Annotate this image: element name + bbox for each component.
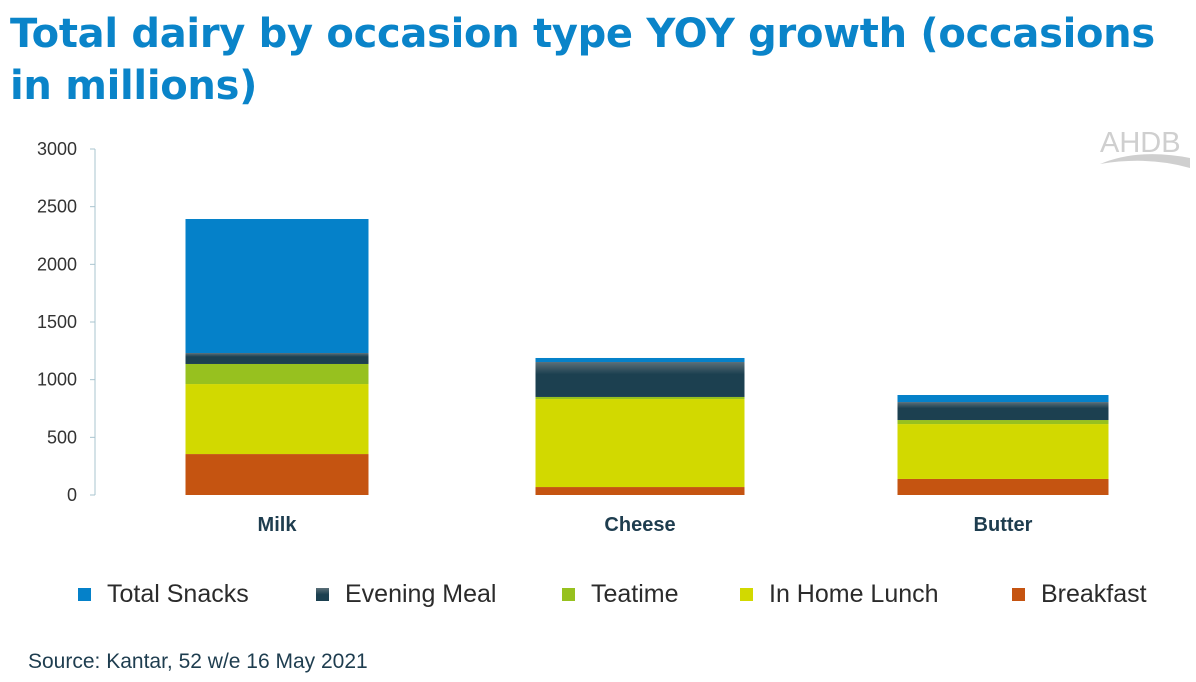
legend-swatch — [740, 588, 753, 601]
legend-item: Teatime — [562, 580, 679, 609]
legend-item: Breakfast — [1012, 580, 1147, 609]
x-category-label: Butter — [974, 514, 1033, 536]
bar-segment-teatime — [897, 420, 1109, 425]
logo-swoosh — [1100, 154, 1190, 168]
y-tick-label: 2000 — [37, 254, 77, 274]
x-category-label: Milk — [258, 514, 298, 536]
y-tick-label: 500 — [47, 427, 77, 447]
bar-segment-evening-meal — [185, 353, 369, 364]
logo-text: AHDB — [1100, 127, 1181, 159]
legend-swatch — [1012, 588, 1025, 601]
legend-item: Evening Meal — [316, 580, 496, 609]
legend-swatch — [316, 588, 329, 601]
bar-segment-in-home-lunch — [185, 384, 369, 455]
legend-item: Total Snacks — [78, 580, 249, 609]
bar-segment-total-snacks — [185, 219, 369, 354]
y-tick-label: 2500 — [37, 197, 77, 217]
ahdb-logo: AHDB — [1100, 127, 1190, 168]
x-category-label: Cheese — [604, 514, 675, 536]
legend-swatch — [562, 588, 575, 601]
bar-segment-total-snacks — [897, 395, 1109, 403]
legend-label: Total Snacks — [107, 580, 249, 608]
bar-segment-in-home-lunch — [535, 399, 745, 488]
bar-segment-teatime — [185, 363, 369, 385]
legend: Total Snacks Evening Meal Teatime In Home L… — [0, 580, 1196, 612]
bar-segment-breakfast — [535, 487, 745, 495]
chart-title: Total dairy by occasion type YOY growth … — [10, 11, 1155, 109]
source-note: Source: Kantar, 52 w/e 16 May 2021 — [28, 650, 368, 673]
legend-swatch — [78, 588, 91, 601]
y-tick-label: 0 — [67, 485, 77, 505]
legend-label: Evening Meal — [345, 580, 497, 608]
legend-label: Teatime — [591, 580, 679, 608]
bar-segment-breakfast — [185, 454, 369, 495]
bar-segment-breakfast — [897, 478, 1109, 495]
bar-segment-teatime — [535, 396, 745, 400]
bar-segment-total-snacks — [535, 357, 745, 363]
legend-label: Breakfast — [1041, 580, 1147, 608]
y-tick-label: 1500 — [37, 312, 77, 332]
bar-segment-evening-meal — [897, 402, 1109, 421]
legend-item: In Home Lunch — [740, 580, 939, 609]
y-tick-label: 3000 — [37, 139, 77, 159]
stacked-bar-chart: 0 500 1000 1500 2000 2500 3000 Milk Cheese Butter — [37, 139, 1109, 536]
bar-segment-evening-meal — [535, 362, 745, 397]
legend-label: In Home Lunch — [769, 580, 939, 608]
y-tick-label: 1000 — [37, 370, 77, 390]
bar-segment-in-home-lunch — [897, 424, 1109, 479]
